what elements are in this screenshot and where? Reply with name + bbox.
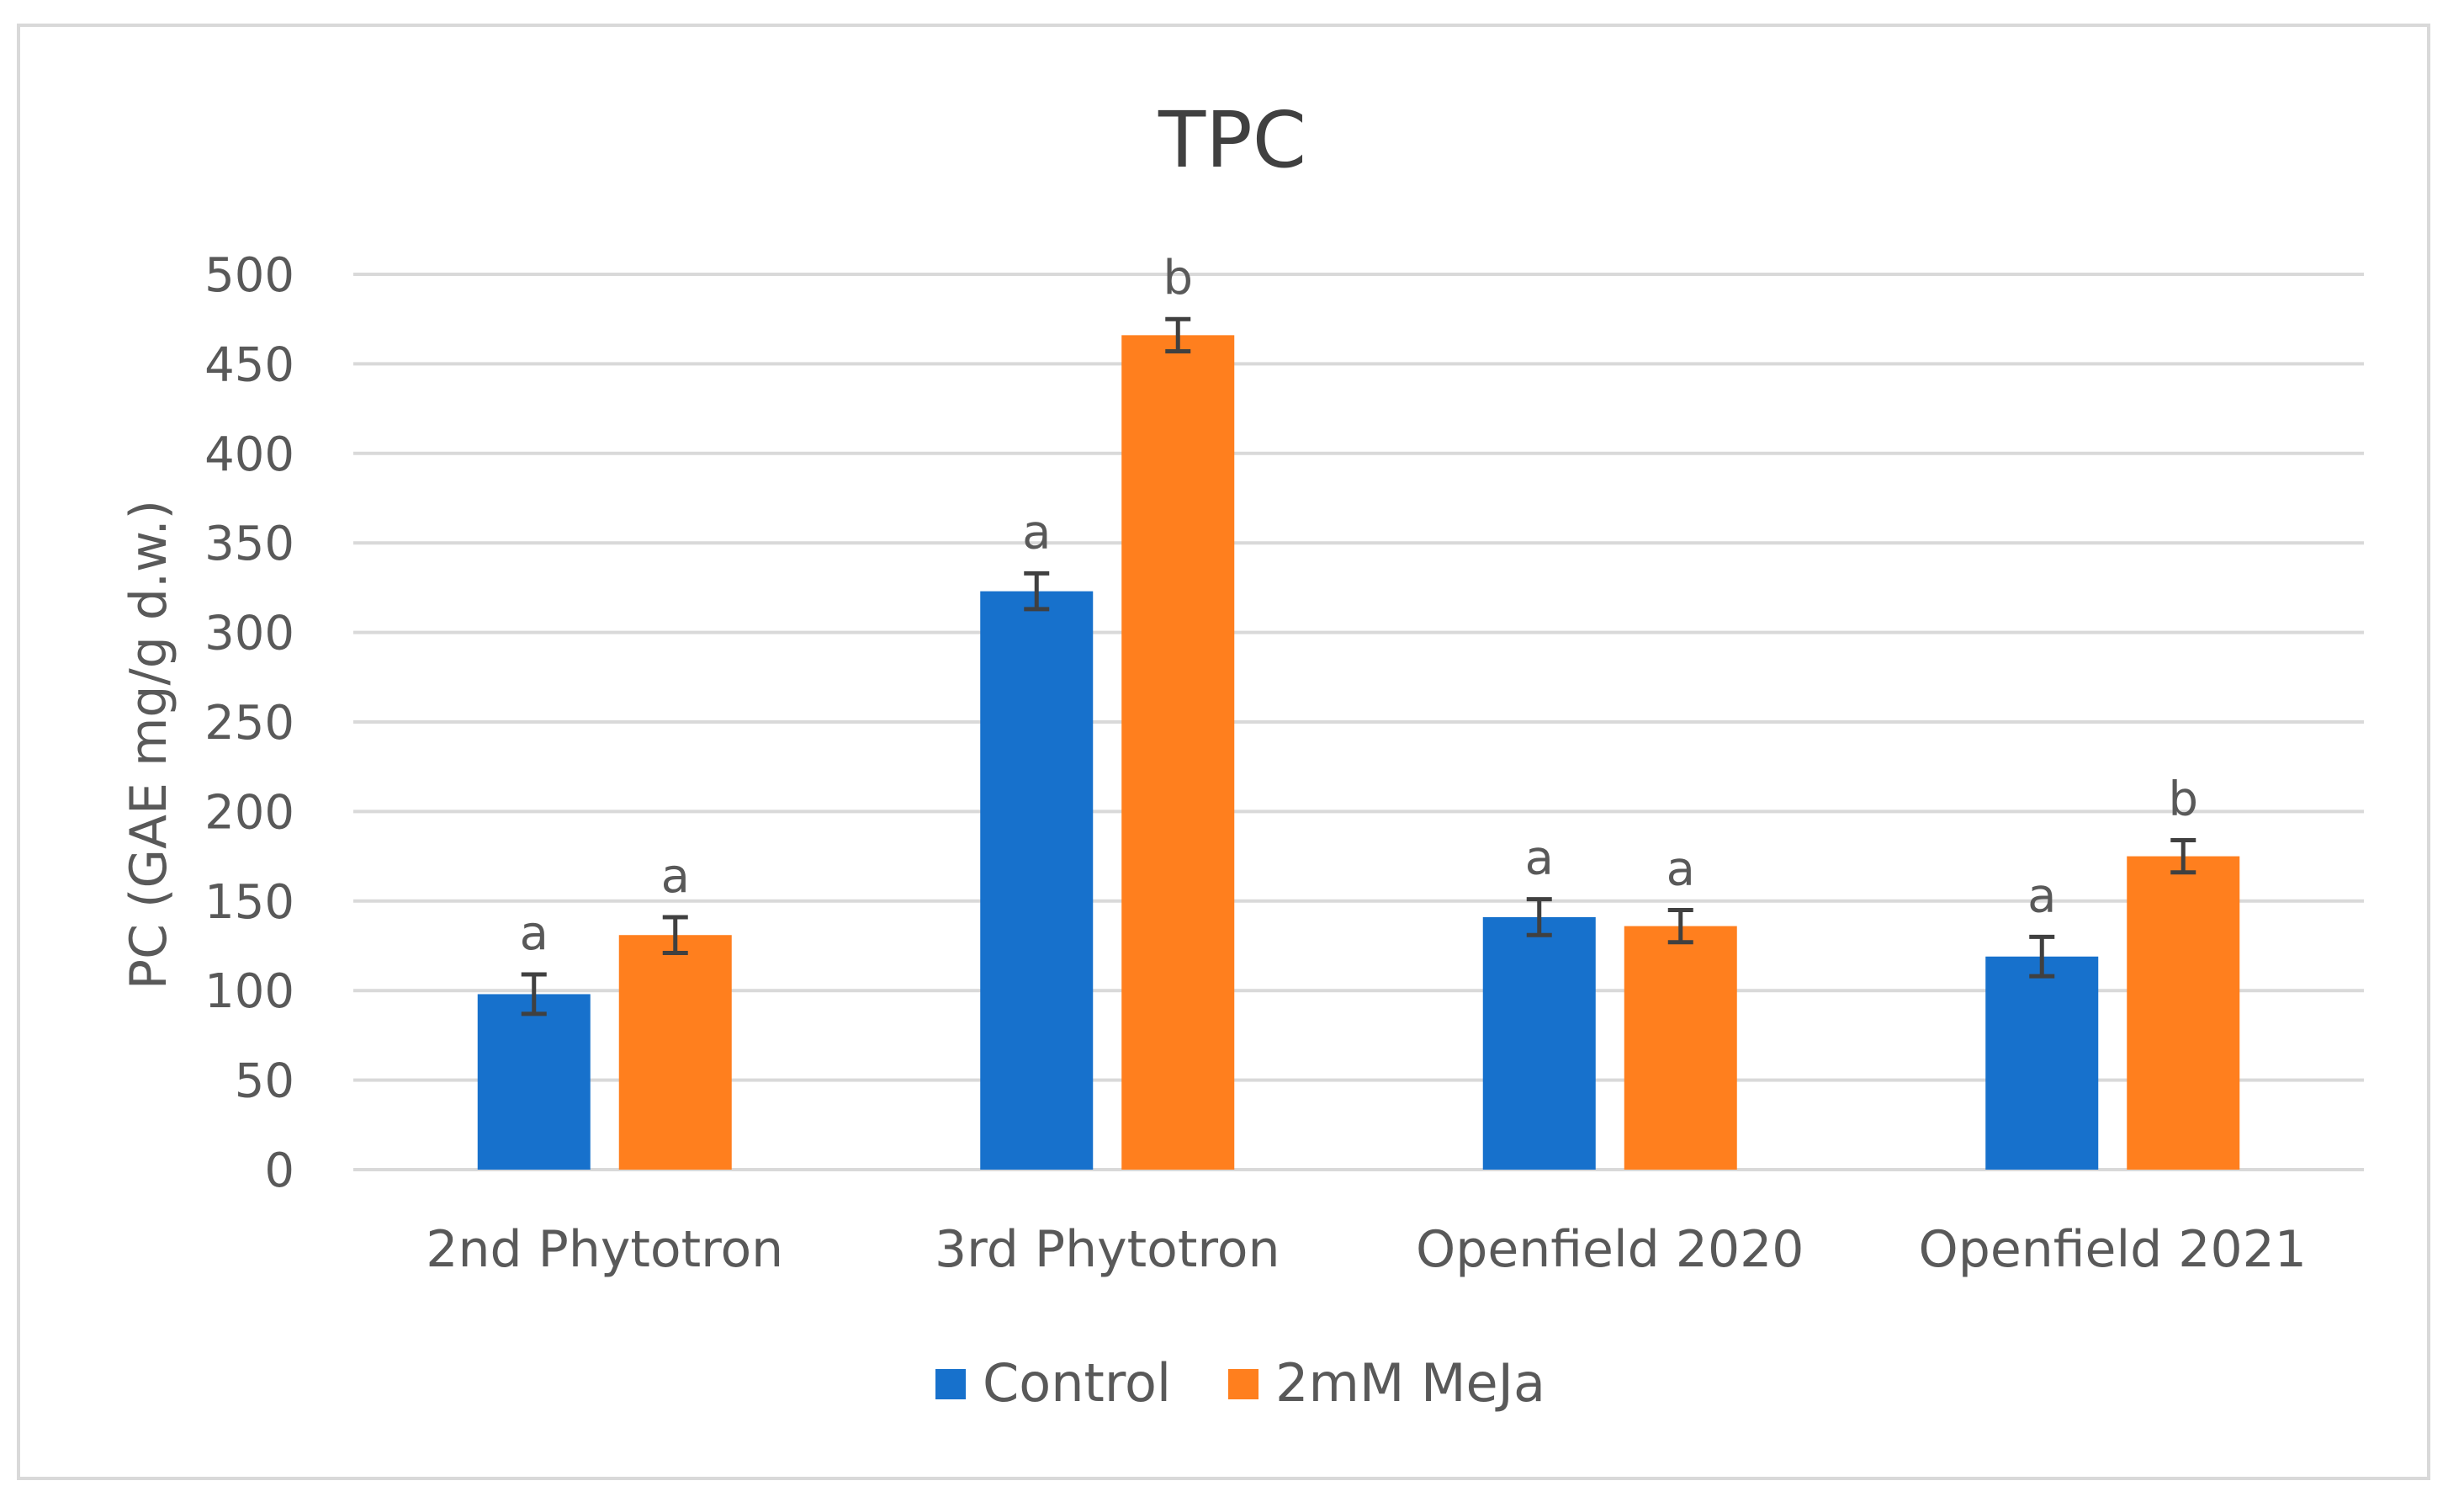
significance-label: b	[2168, 772, 2198, 826]
significance-label: a	[1525, 831, 1554, 886]
significance-label: b	[1163, 251, 1193, 305]
legend-label: 2mM MeJa	[1275, 1352, 1545, 1414]
chart-title: TPC	[1158, 95, 1306, 185]
y-tick-label: 0	[264, 1144, 294, 1198]
y-tick-label: 400	[204, 427, 294, 482]
bar-control	[1985, 956, 2099, 1170]
x-category-label: 2nd Phytotron	[426, 1220, 783, 1279]
y-tick-label: 300	[204, 607, 294, 661]
bar-control	[980, 591, 1094, 1170]
bar-2mm-meja	[1121, 335, 1235, 1170]
significance-labels: a a a b a a a b	[520, 251, 2198, 961]
significance-label: a	[661, 849, 690, 904]
bar-2mm-meja	[1624, 926, 1737, 1170]
legend-label: Control	[983, 1352, 1171, 1414]
significance-label: a	[1667, 841, 1695, 896]
bar-control	[1482, 916, 1596, 1170]
x-axis-labels: 2nd Phytotron 3rd Phytotron Openfield 2020…	[426, 1220, 2307, 1279]
bar-control	[477, 994, 591, 1170]
x-category-label: Openfield 2021	[1919, 1220, 2307, 1279]
significance-label: a	[520, 906, 548, 961]
y-tick-label: 50	[235, 1054, 294, 1109]
y-tick-label: 100	[204, 964, 294, 1019]
y-axis-title: PC (GAE mg/g d.w.)	[119, 500, 178, 990]
legend: Control 2mM MeJa	[935, 1352, 1545, 1414]
y-tick-label: 200	[204, 785, 294, 840]
y-tick-label: 150	[204, 875, 294, 930]
error-bars	[521, 316, 2196, 1016]
legend-swatch-control	[935, 1369, 966, 1399]
y-tick-label: 250	[204, 696, 294, 751]
bars	[477, 335, 2240, 1170]
y-tick-label: 450	[204, 337, 294, 392]
y-axis-ticks: 0 50 100 150 200 250 300 350 400 450 500	[204, 248, 294, 1198]
x-category-label: 3rd Phytotron	[935, 1220, 1280, 1279]
x-category-label: Openfield 2020	[1416, 1220, 1804, 1279]
significance-label: a	[1022, 505, 1051, 560]
significance-label: a	[2027, 868, 2056, 923]
bar-2mm-meja	[618, 935, 732, 1170]
y-tick-label: 500	[204, 248, 294, 303]
bar-2mm-meja	[2127, 856, 2240, 1170]
legend-swatch-2mm-meja	[1228, 1369, 1258, 1399]
y-tick-label: 350	[204, 517, 294, 571]
